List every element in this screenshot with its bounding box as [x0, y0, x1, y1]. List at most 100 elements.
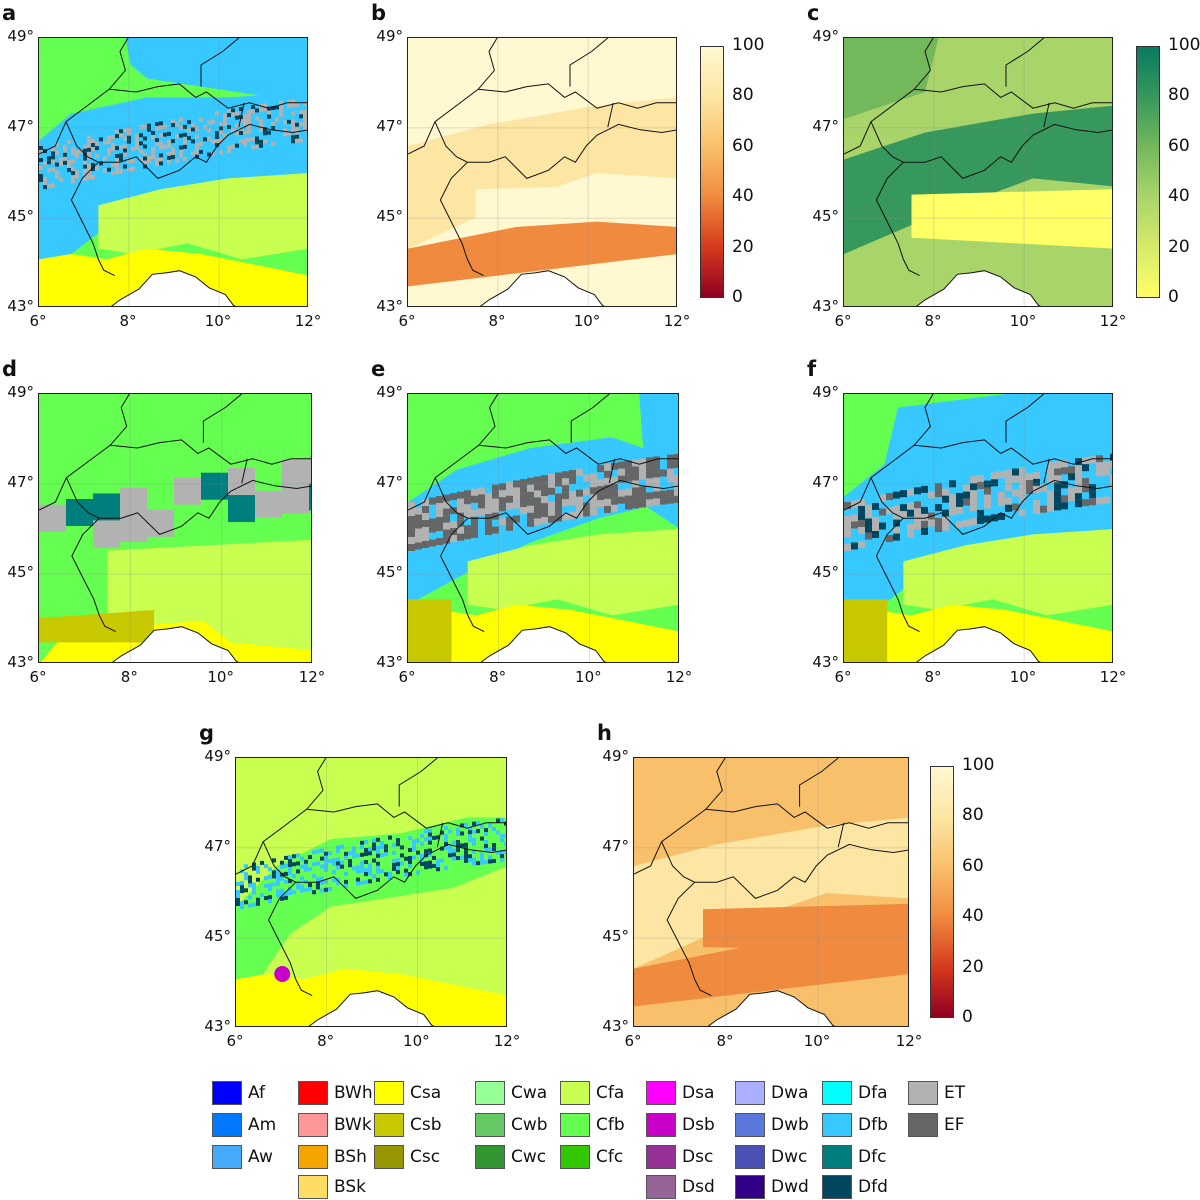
region-peak [280, 892, 284, 897]
region-peak [604, 463, 611, 471]
region-peak [444, 841, 448, 846]
region-peak [384, 872, 388, 877]
region-peak [244, 876, 248, 881]
region-peak [119, 153, 123, 158]
map-panel-b [407, 37, 677, 307]
region-peak [472, 857, 476, 862]
region-peak [436, 867, 440, 872]
region-peak [1019, 474, 1026, 482]
region-peak [471, 530, 478, 538]
region-peak [851, 514, 858, 522]
region-peak [288, 879, 292, 884]
region-peak [299, 138, 303, 143]
region-peak [312, 874, 316, 879]
region-peak [256, 897, 260, 902]
region-peak [284, 879, 288, 884]
legend-label: Cwb [511, 1115, 548, 1135]
region-peak [921, 520, 928, 528]
legend-label: EF [944, 1115, 965, 1135]
region-peak [183, 132, 187, 137]
region-peak [844, 516, 851, 523]
legend-swatch [475, 1145, 505, 1169]
region-peak [127, 167, 131, 172]
map-panel-e [407, 393, 679, 663]
region-peak [115, 162, 119, 167]
region-peak [872, 524, 879, 532]
region-peak [858, 519, 865, 527]
region-peak [485, 492, 492, 500]
colorbar-tick-label: 100 [962, 755, 995, 775]
region-peak [291, 135, 295, 140]
region-peak [115, 170, 119, 175]
region-peak [276, 889, 280, 894]
legend-label: Dwd [771, 1177, 809, 1197]
legend-swatch [822, 1113, 852, 1137]
region-peak [392, 850, 396, 855]
region-peak [415, 535, 422, 543]
region-peak [248, 875, 252, 880]
region-peak [203, 137, 207, 142]
region-peak [115, 130, 119, 135]
region-peak [541, 517, 548, 525]
region-peak [312, 862, 316, 867]
region-peak [71, 175, 75, 180]
region-peak [1068, 487, 1075, 495]
region-peak [484, 840, 488, 845]
legend-swatch [560, 1145, 590, 1169]
region-peak [942, 488, 949, 496]
region-peak [95, 146, 99, 151]
region-peak [576, 489, 583, 497]
legend-swatch [212, 1145, 242, 1169]
region-peak [175, 122, 179, 127]
region-peak [484, 860, 488, 865]
coastline [916, 270, 1041, 306]
region-peak [139, 149, 143, 154]
legend-swatch [374, 1113, 404, 1137]
region-peak [443, 529, 450, 537]
region-peak [527, 519, 534, 527]
region-peak [865, 525, 872, 533]
legend-item: Dwc [735, 1145, 807, 1169]
panel-letter-e: e [371, 357, 386, 381]
region-peak [527, 498, 534, 506]
region-peak [199, 141, 203, 146]
region-peak [183, 140, 187, 145]
region-peak [91, 138, 95, 143]
region-peak [151, 134, 155, 139]
region-peak [420, 853, 424, 858]
region-peak [844, 523, 851, 530]
region-peak [356, 853, 360, 858]
region-peak [440, 858, 444, 863]
region-peak [87, 151, 91, 156]
region-peak [316, 849, 320, 854]
region-peak [436, 503, 443, 511]
region-peak [1068, 473, 1075, 481]
region-peak [187, 136, 191, 141]
country-border [666, 881, 712, 997]
region-peak [907, 530, 914, 538]
region-peak [264, 884, 268, 889]
region-peak [360, 880, 364, 885]
region-peak [408, 537, 415, 544]
region-peak [231, 108, 235, 113]
region-peak [159, 153, 163, 158]
region-peak [87, 147, 91, 152]
legend-swatch [212, 1113, 242, 1137]
lat-tick-label: 47° [376, 117, 403, 135]
region-peak [476, 861, 480, 866]
country-border [661, 841, 908, 899]
region-peak [1005, 469, 1012, 477]
region-peak [228, 495, 255, 523]
region-peak [422, 499, 429, 507]
region-peak [356, 865, 360, 870]
region-peak [963, 519, 970, 527]
colorbar-tick-label: 80 [732, 85, 754, 106]
region-peak [127, 131, 131, 136]
region-peak [240, 881, 244, 886]
country-border [434, 477, 678, 535]
region-peak [219, 122, 223, 127]
region-peak [63, 160, 67, 165]
region-peak [1061, 481, 1068, 489]
region-peak [921, 485, 928, 493]
region-peak [151, 150, 155, 155]
